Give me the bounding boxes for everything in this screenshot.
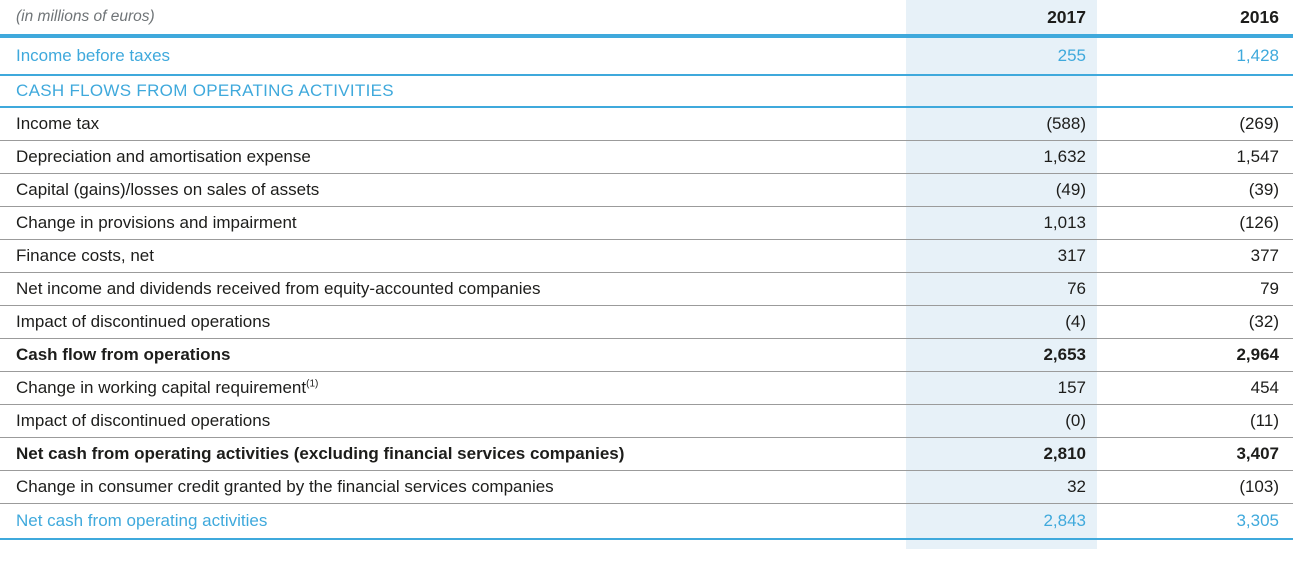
value-2016: 1,547 (1097, 140, 1293, 174)
table-row-discontinued-operations-1: Impact of discontinued operations (4) (3… (0, 305, 1293, 339)
value-2017: 32 (906, 470, 1097, 504)
row-label: Capital (gains)/losses on sales of asset… (0, 173, 906, 207)
row-label: Depreciation and amortisation expense (0, 140, 906, 174)
value-2016: 2,964 (1097, 338, 1293, 372)
table-row-cash-flow-from-operations: Cash flow from operations 2,653 2,964 (0, 338, 1293, 372)
value-2016: (39) (1097, 173, 1293, 207)
section-title: CASH FLOWS FROM OPERATING ACTIVITIES (0, 75, 906, 108)
value-2017: (4) (906, 305, 1097, 339)
column-header-2016: 2016 (1097, 0, 1293, 38)
footnote-marker: (1) (306, 378, 319, 390)
value-2017: (0) (906, 404, 1097, 438)
section-header-operating-activities: CASH FLOWS FROM OPERATING ACTIVITIES (0, 75, 1293, 108)
value-2017: 2,810 (906, 437, 1097, 471)
table-row-income-tax: Income tax (588) (269) (0, 107, 1293, 141)
cash-flow-statement-table: (in millions of euros) 2017 2016 Income … (0, 0, 1293, 549)
table-row-consumer-credit: Change in consumer credit granted by the… (0, 470, 1293, 504)
value-2016: 79 (1097, 272, 1293, 306)
row-label: Net cash from operating activities (excl… (0, 437, 906, 471)
value-2017: 76 (906, 272, 1097, 306)
value-2016: 377 (1097, 239, 1293, 273)
value-2016: (126) (1097, 206, 1293, 240)
value-2016: 1,428 (1097, 36, 1293, 76)
value-2017: 157 (906, 371, 1097, 405)
value-2016: (269) (1097, 107, 1293, 141)
row-label: Change in working capital requirement(1) (0, 371, 906, 405)
value-2017: (588) (906, 107, 1097, 141)
row-label: Impact of discontinued operations (0, 305, 906, 339)
table-row-working-capital-requirement: Change in working capital requirement(1)… (0, 371, 1293, 405)
value-2016: 454 (1097, 371, 1293, 405)
value-2016: (32) (1097, 305, 1293, 339)
table-row-net-cash-from-operating-activities: Net cash from operating activities 2,843… (0, 503, 1293, 540)
row-label: Income before taxes (0, 36, 906, 76)
value-2017 (906, 75, 1097, 108)
row-label: Impact of discontinued operations (0, 404, 906, 438)
row-label: Change in provisions and impairment (0, 206, 906, 240)
value-2016: 3,305 (1097, 503, 1293, 540)
value-2017: (49) (906, 173, 1097, 207)
value-2017: 2,653 (906, 338, 1097, 372)
table-row-capital-gains-losses: Capital (gains)/losses on sales of asset… (0, 173, 1293, 207)
table-row-income-before-taxes: Income before taxes 255 1,428 (0, 36, 1293, 76)
table-row-provisions-impairment: Change in provisions and impairment 1,01… (0, 206, 1293, 240)
row-label: Cash flow from operations (0, 338, 906, 372)
table-row-finance-costs: Finance costs, net 317 377 (0, 239, 1293, 273)
column-header-2017: 2017 (906, 0, 1097, 38)
row-label: Finance costs, net (0, 239, 906, 273)
row-label: Net income and dividends received from e… (0, 272, 906, 306)
table-row-equity-accounted-companies: Net income and dividends received from e… (0, 272, 1293, 306)
value-2016: (11) (1097, 404, 1293, 438)
value-2017: 2,843 (906, 503, 1097, 540)
row-label: Change in consumer credit granted by the… (0, 470, 906, 504)
value-2016: 3,407 (1097, 437, 1293, 471)
value-2017: 317 (906, 239, 1097, 273)
value-2016 (1097, 75, 1293, 108)
value-2017: 255 (906, 36, 1097, 76)
table-header-row: (in millions of euros) 2017 2016 (0, 0, 1293, 38)
table-row-discontinued-operations-2: Impact of discontinued operations (0) (1… (0, 404, 1293, 438)
table-row-net-cash-excluding-financial-services: Net cash from operating activities (excl… (0, 437, 1293, 471)
row-label-text: Change in working capital requirement (16, 377, 307, 397)
unit-label: (in millions of euros) (0, 0, 906, 38)
highlight-column-tail (0, 539, 1293, 549)
value-2016: (103) (1097, 470, 1293, 504)
value-2017: 1,632 (906, 140, 1097, 174)
row-label: Net cash from operating activities (0, 503, 906, 540)
table-row-depreciation-amortisation: Depreciation and amortisation expense 1,… (0, 140, 1293, 174)
row-label: Income tax (0, 107, 906, 141)
value-2017: 1,013 (906, 206, 1097, 240)
